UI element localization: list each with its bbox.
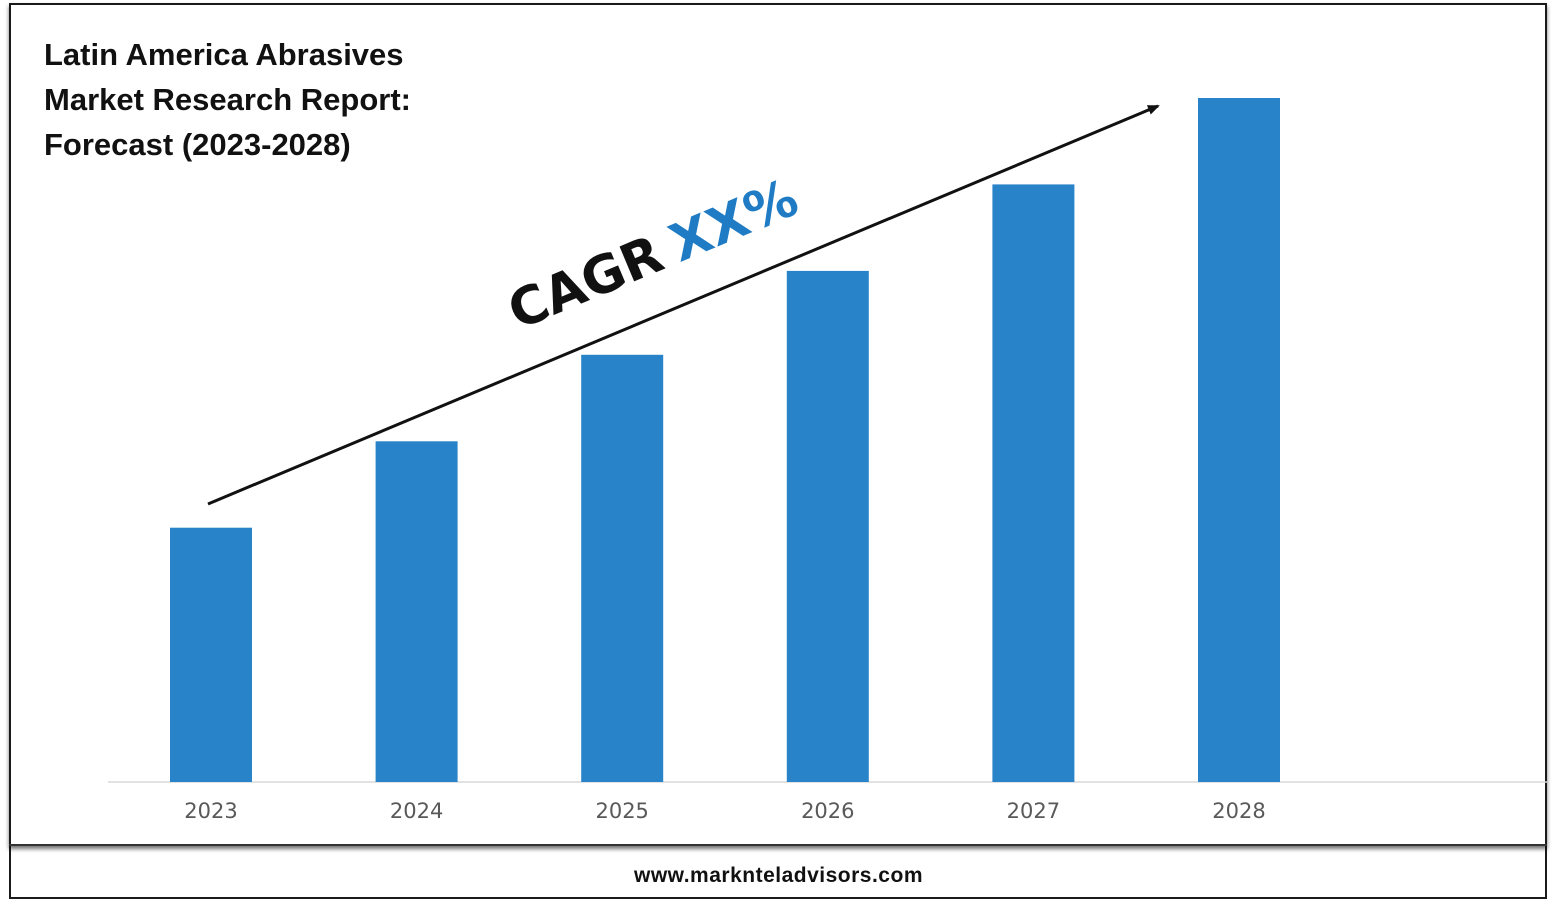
bar-2023 (170, 527, 252, 782)
chart-title-line-2: Market Research Report: (44, 82, 411, 117)
bar-2027 (992, 184, 1075, 782)
chart-title: Latin America Abrasives Market Research … (44, 32, 411, 167)
chart-title-line-1: Latin America Abrasives (44, 37, 404, 72)
chart-title-line-3: Forecast (2023-2028) (44, 127, 351, 162)
x-tick-label-2024: 2024 (390, 799, 443, 823)
bar-2025 (581, 354, 664, 782)
cagr-value: XX% (661, 168, 806, 274)
cagr-label: CAGR (500, 224, 672, 342)
bars (170, 98, 1280, 782)
x-tick-label-2027: 2027 (1007, 799, 1060, 823)
x-tick-labels: 2023 2024 2025 2026 2027 2028 (184, 799, 1265, 823)
chart-panel (9, 3, 1547, 846)
x-tick-label-2026: 2026 (801, 799, 854, 823)
bar-2028 (1198, 98, 1280, 782)
bar-2026 (786, 270, 869, 782)
x-tick-label-2025: 2025 (595, 799, 648, 823)
footer-url[interactable]: www.marknteladvisors.com (634, 864, 923, 887)
bar-2024 (375, 441, 458, 782)
x-tick-label-2028: 2028 (1212, 799, 1265, 823)
trend-arrow (207, 104, 1160, 506)
chart-frame (9, 3, 1547, 899)
x-tick-label-2023: 2023 (184, 799, 237, 823)
